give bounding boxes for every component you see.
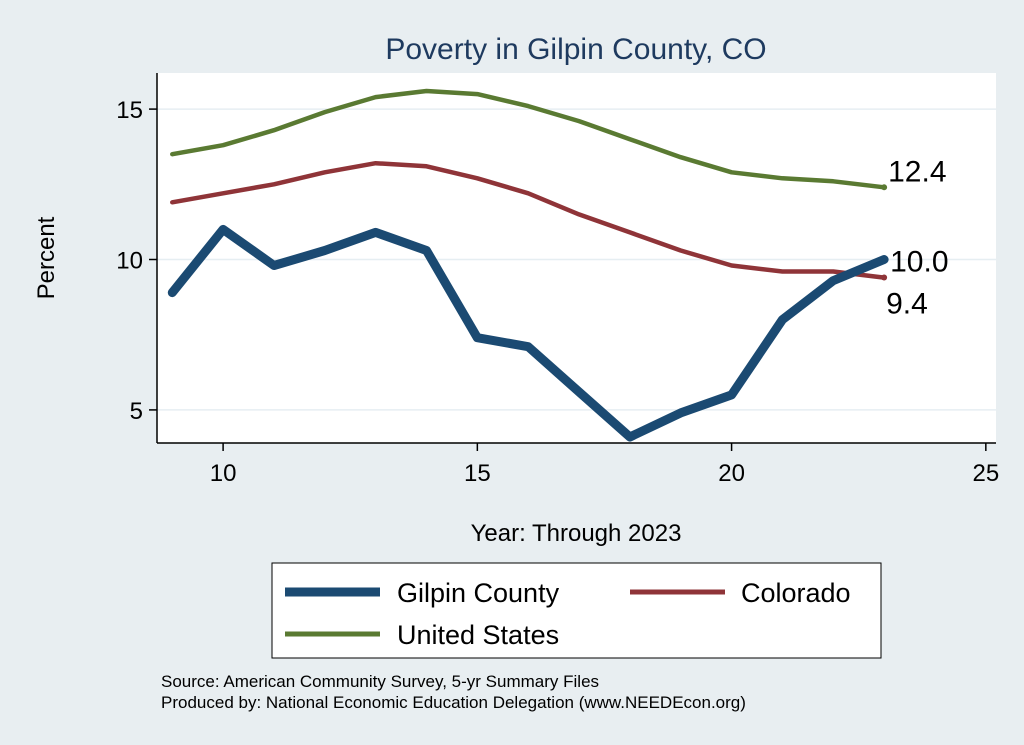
legend-label: Colorado [741, 578, 851, 608]
end-label: 10.0 [890, 246, 948, 279]
y-tick-label: 15 [116, 97, 143, 124]
legend-box [271, 562, 882, 659]
y-tick-label: 10 [116, 248, 143, 275]
y-axis-label: Percent [33, 216, 60, 299]
series-line-gilpin-county [167, 224, 889, 442]
x-axis-label: Year: Through 2023 [471, 520, 682, 547]
end-markers [881, 184, 888, 281]
legend: Gilpin County Colorado United States [285, 578, 851, 650]
x-tick-label: 25 [972, 460, 999, 487]
legend-label: United States [397, 620, 559, 650]
axis-ticks: 5 10 15 10 15 20 25 [116, 97, 999, 487]
chart-title: Poverty in Gilpin County, CO [385, 33, 766, 66]
series-lines [167, 88, 889, 442]
x-tick-label: 10 [210, 460, 237, 487]
legend-label: Gilpin County [397, 578, 560, 608]
source-line-2: Produced by: National Economic Education… [161, 693, 746, 712]
series-line-united-states [170, 88, 887, 190]
end-marker [881, 184, 888, 191]
series-line-colorado [170, 160, 887, 280]
end-labels: 10.0 9.4 12.4 [886, 155, 948, 320]
end-marker [881, 274, 888, 281]
y-tick-label: 5 [130, 398, 143, 425]
x-tick-label: 20 [718, 460, 745, 487]
end-marker [881, 256, 888, 263]
end-label: 12.4 [888, 155, 946, 188]
end-label: 9.4 [886, 288, 928, 321]
source-line-1: Source: American Community Survey, 5-yr … [161, 672, 599, 691]
x-tick-label: 15 [464, 460, 491, 487]
